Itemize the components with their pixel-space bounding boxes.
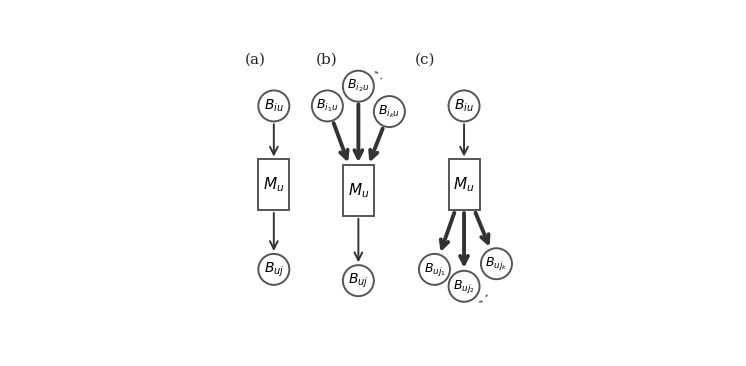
Text: (b): (b) <box>316 52 338 66</box>
Text: $B_{i_1u}$: $B_{i_1u}$ <box>316 98 339 114</box>
Text: $B_{i_2u}$: $B_{i_2u}$ <box>347 78 369 94</box>
Circle shape <box>481 248 512 279</box>
Text: (c): (c) <box>415 52 435 66</box>
Text: $B_{uj_k}$: $B_{uj_k}$ <box>486 255 507 272</box>
Text: $M_u$: $M_u$ <box>348 181 369 200</box>
Bar <box>448 160 480 210</box>
Text: $M_u$: $M_u$ <box>454 175 474 194</box>
Bar <box>343 165 374 216</box>
Text: $B_{uj_1}$: $B_{uj_1}$ <box>424 261 445 278</box>
Circle shape <box>419 254 450 285</box>
Text: $B_{iu}$: $B_{iu}$ <box>454 98 474 114</box>
Circle shape <box>343 71 374 102</box>
Text: $B_{uj_2}$: $B_{uj_2}$ <box>453 278 475 295</box>
Bar <box>258 160 289 210</box>
Text: $B_{i_ku}$: $B_{i_ku}$ <box>378 103 401 120</box>
Text: (a): (a) <box>245 52 266 66</box>
Circle shape <box>343 265 374 296</box>
Text: $B_{iu}$: $B_{iu}$ <box>264 98 283 114</box>
Circle shape <box>258 90 289 122</box>
Circle shape <box>258 254 289 285</box>
Circle shape <box>448 271 480 302</box>
Circle shape <box>448 90 480 122</box>
Circle shape <box>374 96 405 127</box>
Text: $B_{uj}$: $B_{uj}$ <box>348 272 369 290</box>
Circle shape <box>312 90 343 122</box>
Text: $B_{uj}$: $B_{uj}$ <box>263 260 284 279</box>
Text: $M_u$: $M_u$ <box>263 175 284 194</box>
